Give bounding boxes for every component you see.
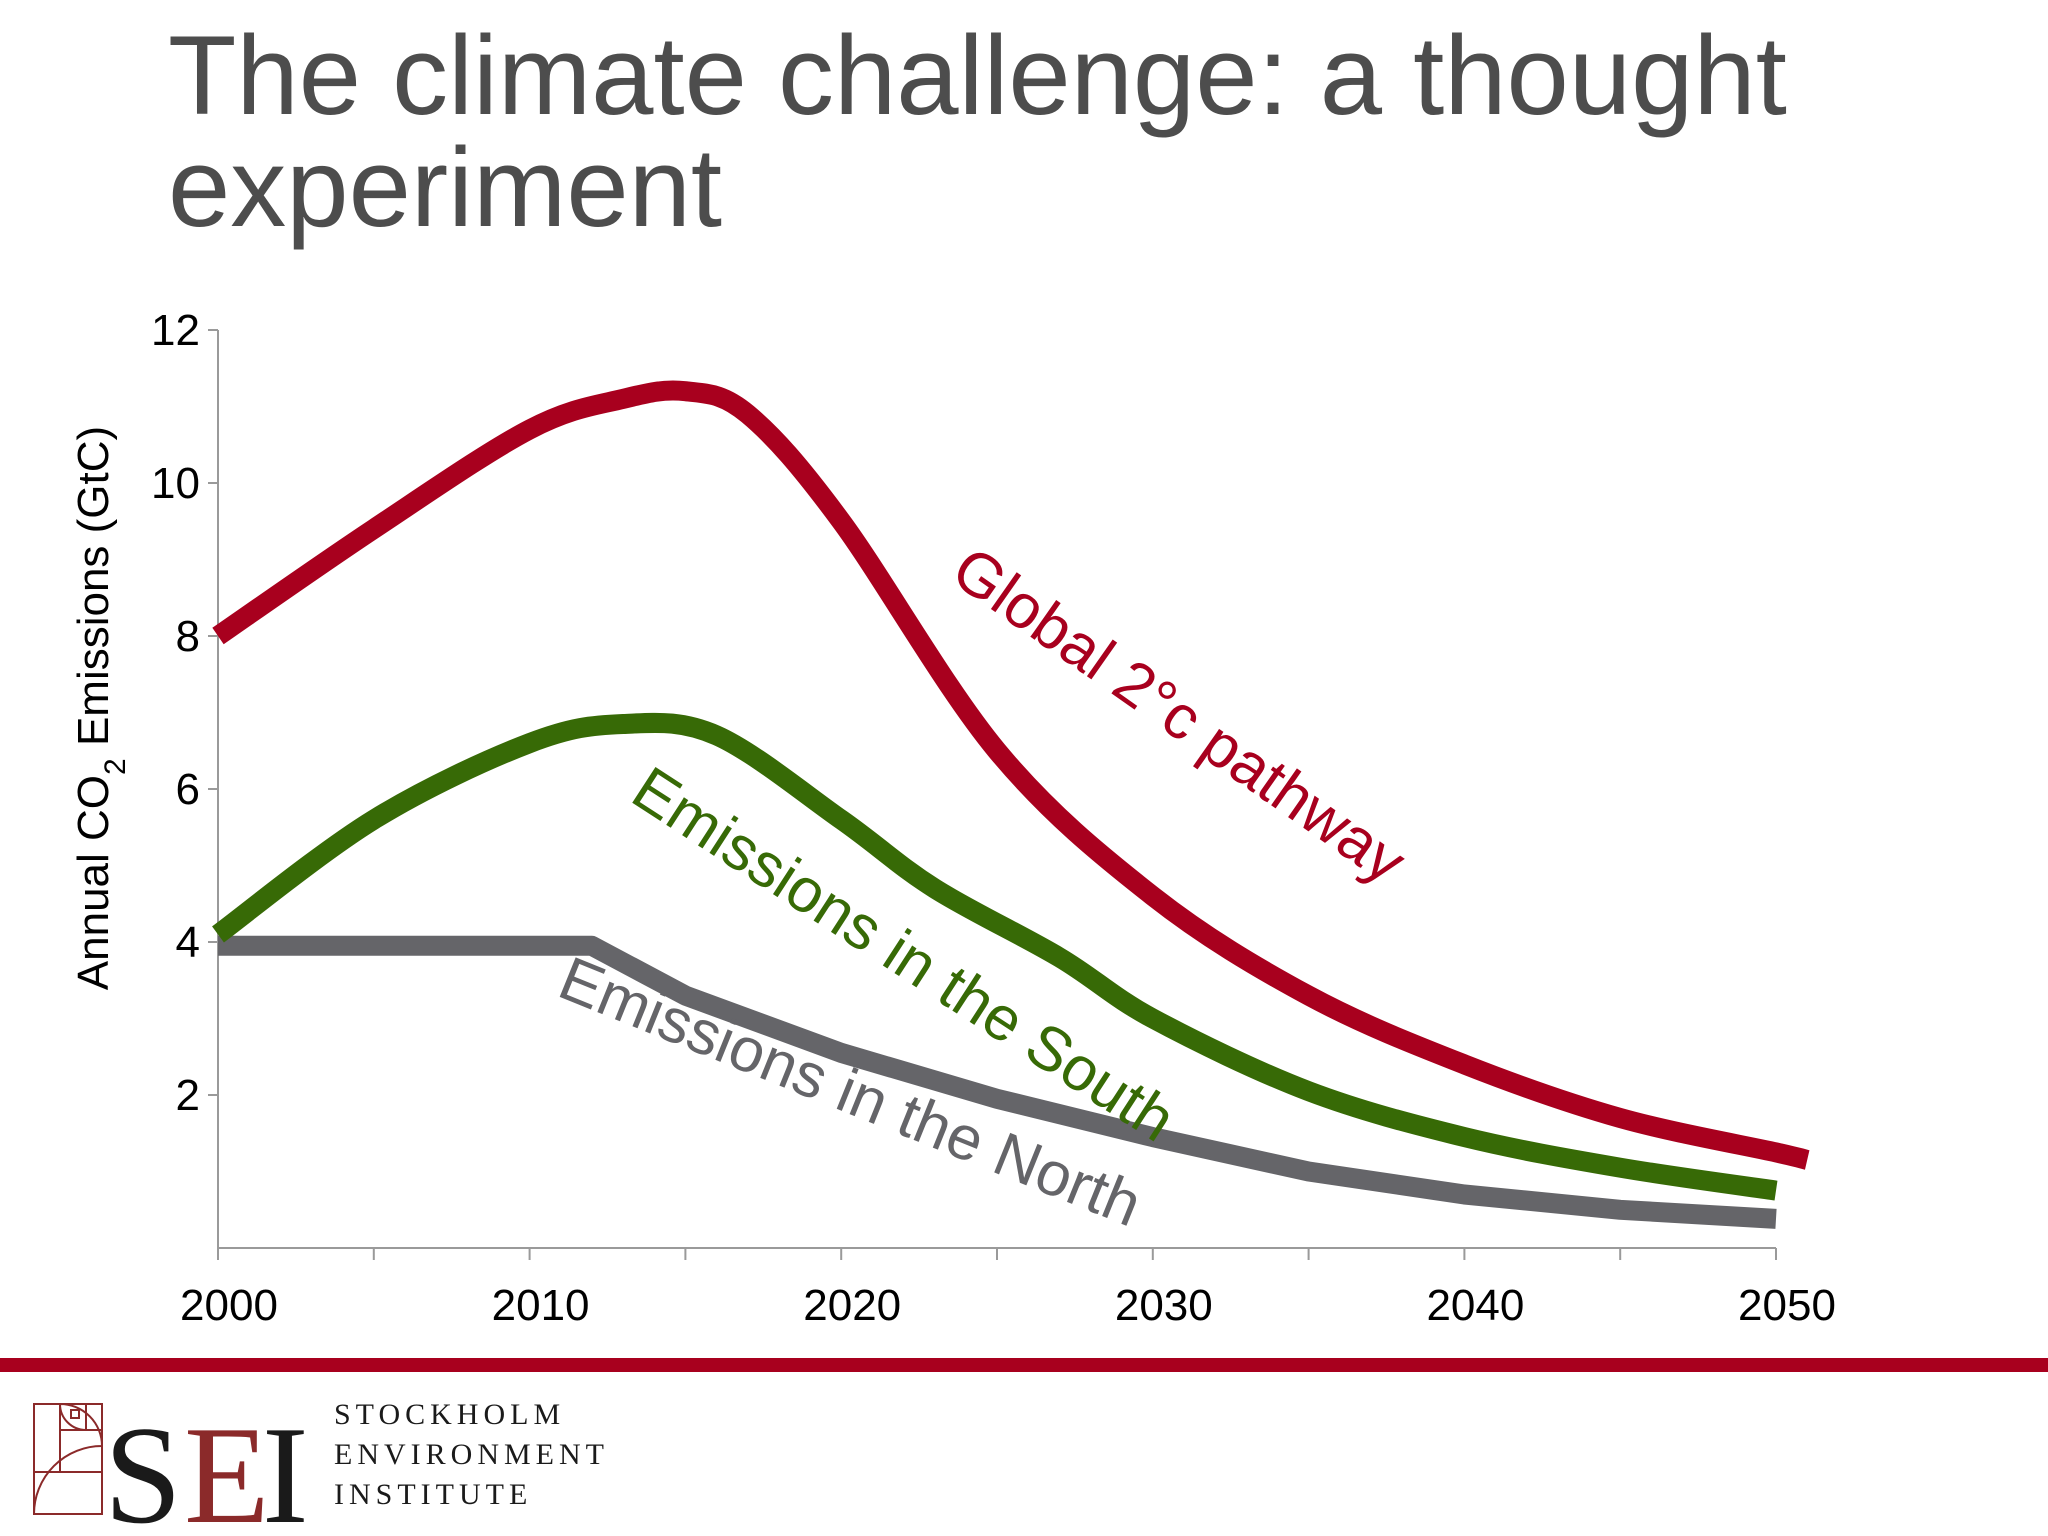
emissions-chart: 2 4 6 8 10 12 2000 2010 2020 2030 2040 2050 Global …	[69, 306, 1836, 1330]
y-tick-label: 8	[176, 612, 200, 661]
y-axis-title-subscript: 2	[99, 758, 132, 775]
org-name-line-2: ENVIRONMENT	[334, 1438, 609, 1471]
x-tick-label: 2050	[1738, 1281, 1836, 1330]
golden-spiral-icon	[33, 1402, 104, 1515]
series-lines	[212, 380, 1810, 1229]
y-axis-title: Annual CO2 Emissions (GtC)	[69, 426, 132, 990]
x-tick-label: 2020	[803, 1281, 901, 1330]
line-emissions-north	[218, 935, 1777, 1229]
curve-labels: Global 2°c pathway Emissions in the Sout…	[550, 534, 1418, 1240]
logo-letter-i: I	[262, 1398, 309, 1536]
x-tick-label: 2030	[1115, 1281, 1213, 1330]
org-name-line-1: STOCKHOLM	[334, 1398, 565, 1431]
x-tick-label: 2000	[180, 1281, 278, 1330]
org-name-line-3: INSTITUTE	[334, 1478, 532, 1511]
logo-letter-e: E	[184, 1398, 270, 1536]
y-axis-title-part: Emissions (GtC)	[69, 426, 118, 758]
y-tick-label: 2	[176, 1071, 200, 1120]
y-tick-label: 4	[176, 918, 200, 967]
annotation-global-pathway: Global 2°c pathway	[940, 534, 1418, 897]
y-tick-label: 10	[151, 459, 200, 508]
x-tick-label: 2010	[492, 1281, 590, 1330]
x-tick-label: 2040	[1426, 1281, 1524, 1330]
line-emissions-south	[212, 712, 1778, 1201]
y-tick-label: 6	[176, 765, 200, 814]
footer-divider	[0, 1358, 2048, 1372]
y-axis-title-part: Annual CO	[69, 775, 118, 990]
y-tick-label: 12	[151, 306, 200, 355]
axes: 2 4 6 8 10 12 2000 2010 2020 2030 2040 2050	[151, 306, 1836, 1330]
slide-title: The climate challenge: a thought experim…	[168, 13, 1787, 250]
logo-letter-s: S	[104, 1398, 182, 1536]
sei-logo: S E I STOCKHOLM ENVIRONMENT INSTITUTE	[33, 1398, 609, 1536]
line-global-pathway	[212, 380, 1810, 1170]
